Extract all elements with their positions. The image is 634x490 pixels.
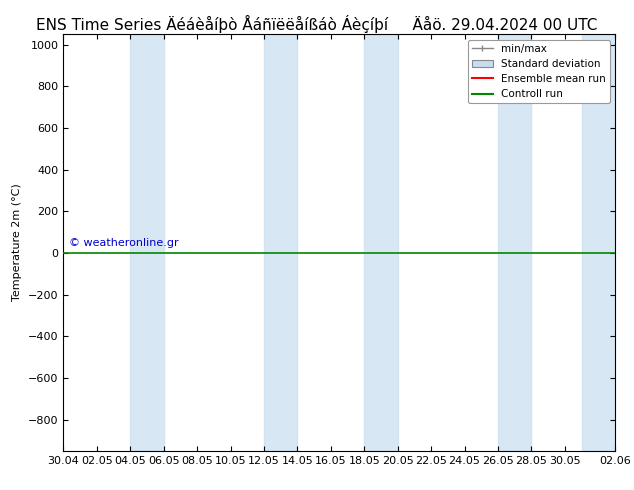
Bar <box>581 34 631 451</box>
Legend: min/max, Standard deviation, Ensemble mean run, Controll run: min/max, Standard deviation, Ensemble me… <box>467 40 610 103</box>
Text: ENS Time Series Äéáèåíþò Åáñïëëåíßáò Áèçíþí     Äåö. 29.04.2024 00 UTC: ENS Time Series Äéáèåíþò Åáñïëëåíßáò Áèç… <box>36 15 598 33</box>
Bar <box>498 34 531 451</box>
Text: © weatheronline.gr: © weatheronline.gr <box>69 238 179 248</box>
Bar <box>130 34 164 451</box>
Y-axis label: Temperature 2m (°C): Temperature 2m (°C) <box>13 184 22 301</box>
Bar <box>365 34 398 451</box>
Bar <box>264 34 297 451</box>
